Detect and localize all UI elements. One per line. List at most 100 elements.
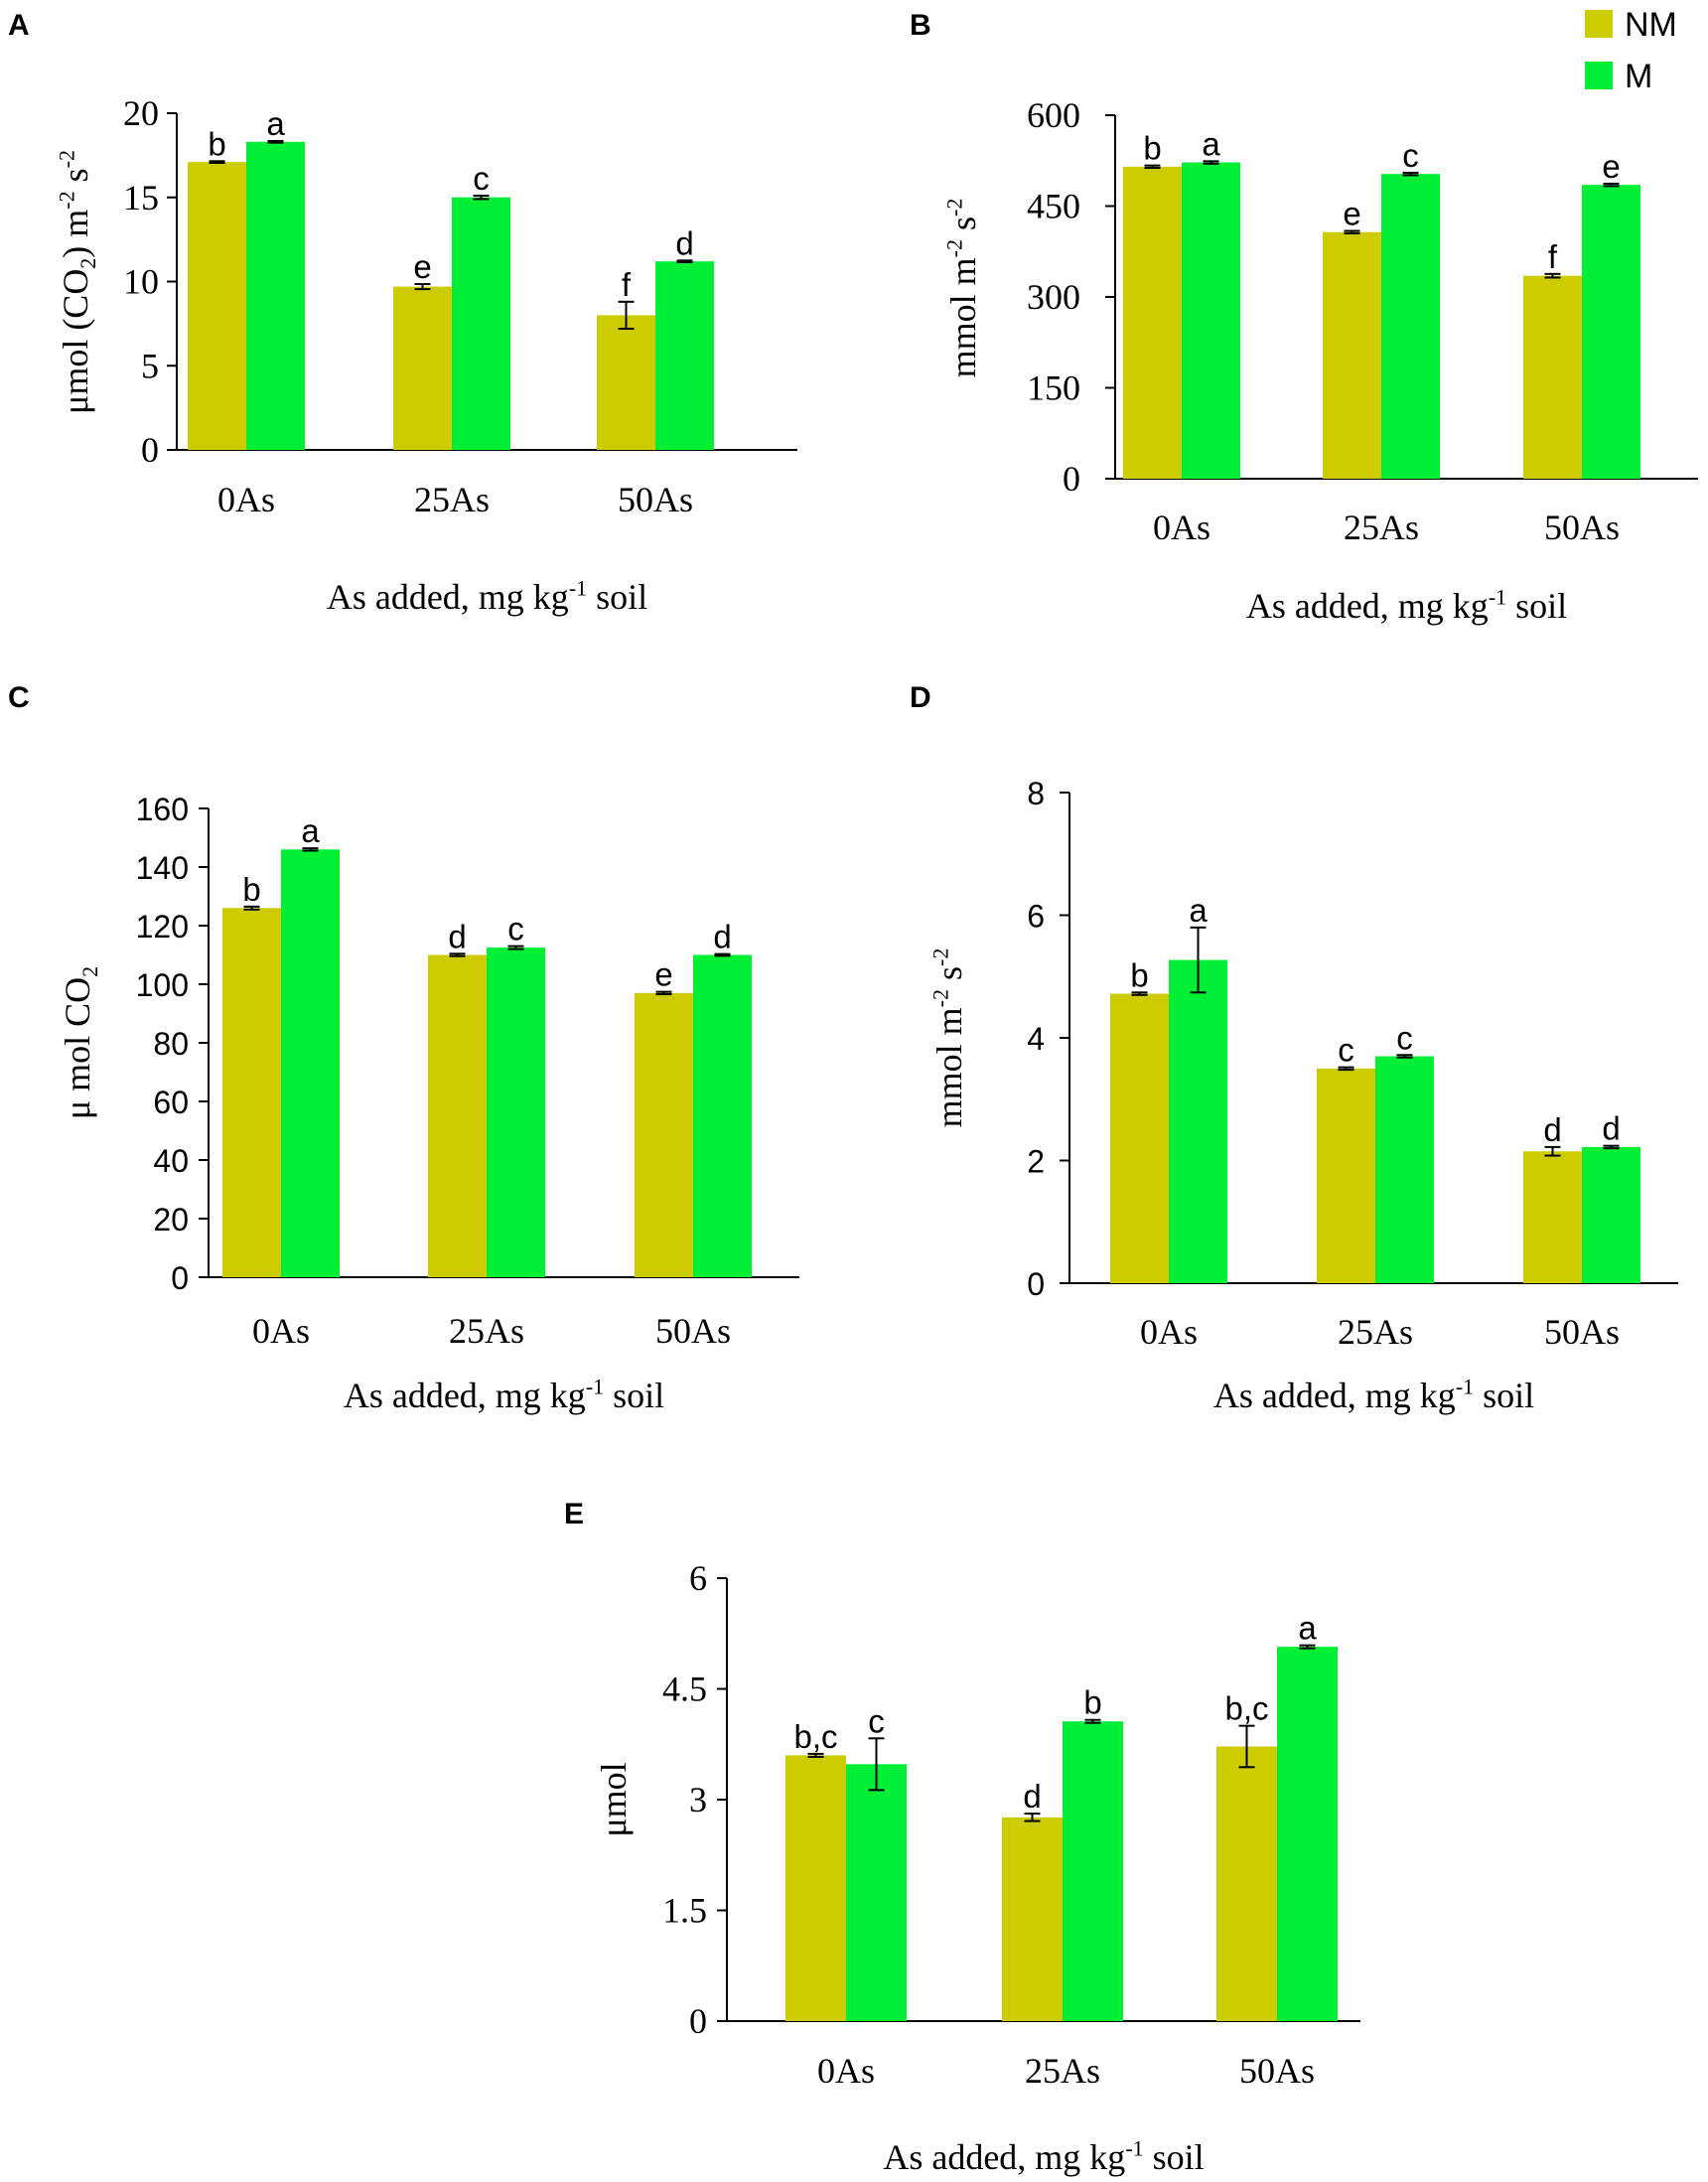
y-tick-label: 4 <box>1027 1021 1045 1057</box>
y-axis-label: μ mol CO2 <box>58 966 102 1119</box>
y-axis-label-part: -2 <box>54 150 78 168</box>
x-axis-label-part: As added, mg kg <box>1213 1376 1456 1415</box>
y-tick-label: 0 <box>171 1260 189 1296</box>
bar-nm-25as <box>1317 1068 1375 1283</box>
x-axis-label-part: As added, mg kg <box>344 1376 586 1415</box>
significance-letter: c <box>507 911 524 947</box>
bar-nm-0as <box>222 908 281 1277</box>
significance-letter: a <box>266 105 285 142</box>
significance-letter: c <box>1396 1019 1413 1056</box>
significance-letter: b <box>1083 1684 1101 1721</box>
bar-nm-25as <box>428 954 487 1277</box>
y-tick-label: 8 <box>1027 776 1045 811</box>
y-tick-label: 3 <box>689 1780 707 1819</box>
bar-m-50as <box>693 954 752 1277</box>
x-tick-label: 25As <box>1344 508 1419 547</box>
x-tick-label: 25As <box>414 480 490 519</box>
bar-nm-0as <box>785 1755 846 2021</box>
y-tick-label: 80 <box>153 1026 189 1062</box>
y-axis-label-part: s <box>56 168 95 191</box>
bar-m-50as <box>655 261 714 450</box>
significance-letter: c <box>1338 1032 1354 1069</box>
x-tick-label: 50As <box>1239 2051 1315 2091</box>
x-axis-label-part: -1 <box>569 575 587 600</box>
y-tick-label: 20 <box>153 1202 189 1237</box>
significance-letter: e <box>1602 148 1620 185</box>
x-axis-label-part: As added, mg kg <box>1246 586 1489 626</box>
y-tick-label: 140 <box>136 850 189 886</box>
y-axis-label-part: s <box>929 966 969 989</box>
significance-letter: a <box>1298 1610 1317 1647</box>
x-axis-label-part: As added, mg kg <box>883 2137 1125 2177</box>
x-tick-label: 0As <box>217 480 275 519</box>
panel-letter: D <box>910 681 931 714</box>
legend-swatch-m <box>1585 62 1613 89</box>
bar-nm-25as <box>1323 231 1381 479</box>
y-axis-label-part: -2 <box>54 191 78 209</box>
bar-m-0as <box>846 1764 907 2021</box>
significance-letter: f <box>1548 238 1558 275</box>
significance-letter: c <box>868 1702 885 1739</box>
significance-letter: c <box>1402 137 1419 174</box>
bar-m-50as <box>1582 1146 1640 1283</box>
x-axis-label-part: -1 <box>1125 2135 1143 2160</box>
bar-m-25as <box>1381 174 1440 480</box>
y-tick-label: 15 <box>123 178 159 218</box>
x-axis-label: As added, mg kg-1 soil <box>327 575 647 617</box>
x-tick-label: 0As <box>817 2051 875 2091</box>
y-tick-label: 2 <box>1027 1144 1045 1180</box>
bar-nm-0as <box>1110 993 1169 1283</box>
significance-letter: d <box>1023 1778 1041 1815</box>
x-axis-label-part: soil <box>1144 2137 1205 2177</box>
x-axis-label-part: soil <box>587 577 647 617</box>
y-axis-label-part: -2 <box>927 989 952 1007</box>
panel-letter: E <box>564 1498 584 1530</box>
x-tick-label: 25As <box>1338 1312 1413 1352</box>
legend-label-nm: NM <box>1625 6 1677 44</box>
significance-letter: b <box>242 871 260 908</box>
y-axis-label: mmol m-2 s-2 <box>941 199 983 378</box>
bar-nm-25as <box>1002 1817 1063 2021</box>
x-axis-label-part: soil <box>604 1376 664 1415</box>
chart-panel-e: E 0 1.5 3 4.5 6 b,c d b,c c b a 0As 25As 50As As added,… <box>564 1498 1360 2177</box>
bar-nm-50as <box>1523 275 1582 479</box>
significance-letter: b,c <box>793 1718 837 1755</box>
significance-letter: a <box>1202 125 1220 162</box>
x-axis-label-part: -1 <box>1456 1374 1474 1398</box>
y-axis-label: μmol <box>594 1762 634 1836</box>
significance-letter: d <box>675 224 693 261</box>
y-axis-label: μmol (CO2) m-2 s-2 <box>54 150 100 414</box>
significance-letter: b,c <box>1224 1690 1268 1727</box>
panel-letter: B <box>910 9 931 42</box>
bar-nm-0as <box>188 162 246 450</box>
y-axis-label-part: -2 <box>927 948 952 966</box>
significance-letter: b <box>1143 130 1161 167</box>
y-tick-label: 10 <box>123 262 159 302</box>
x-tick-label: 25As <box>1025 2051 1100 2091</box>
y-axis-label-part: s <box>943 217 983 239</box>
y-tick-label: 1.5 <box>662 1891 707 1931</box>
y-tick-label: 150 <box>1027 368 1080 408</box>
y-tick-label: 160 <box>136 792 189 827</box>
legend-label-m: M <box>1625 58 1652 95</box>
x-tick-label: 50As <box>1544 1312 1620 1352</box>
x-axis-label-part: -1 <box>586 1374 604 1398</box>
y-tick-label: 60 <box>153 1085 189 1120</box>
significance-letter: a <box>301 812 320 849</box>
significance-letter: d <box>1543 1111 1561 1148</box>
bar-m-50as <box>1277 1647 1338 2021</box>
significance-letter: d <box>713 919 731 955</box>
y-axis-label-part: mmol m <box>943 257 983 377</box>
y-tick-label: 0 <box>1027 1266 1045 1302</box>
x-tick-label: 50As <box>618 480 693 519</box>
bar-m-0as <box>1182 162 1240 479</box>
y-tick-label: 5 <box>141 346 159 385</box>
y-axis-label-part: μmol (CO <box>56 269 95 414</box>
y-tick-label: 20 <box>123 93 159 133</box>
y-tick-label: 4.5 <box>662 1670 707 1709</box>
bar-m-25as <box>1063 1721 1123 2021</box>
bar-m-50as <box>1582 185 1640 479</box>
y-tick-label: 450 <box>1027 187 1080 226</box>
y-tick-label: 0 <box>141 430 159 470</box>
